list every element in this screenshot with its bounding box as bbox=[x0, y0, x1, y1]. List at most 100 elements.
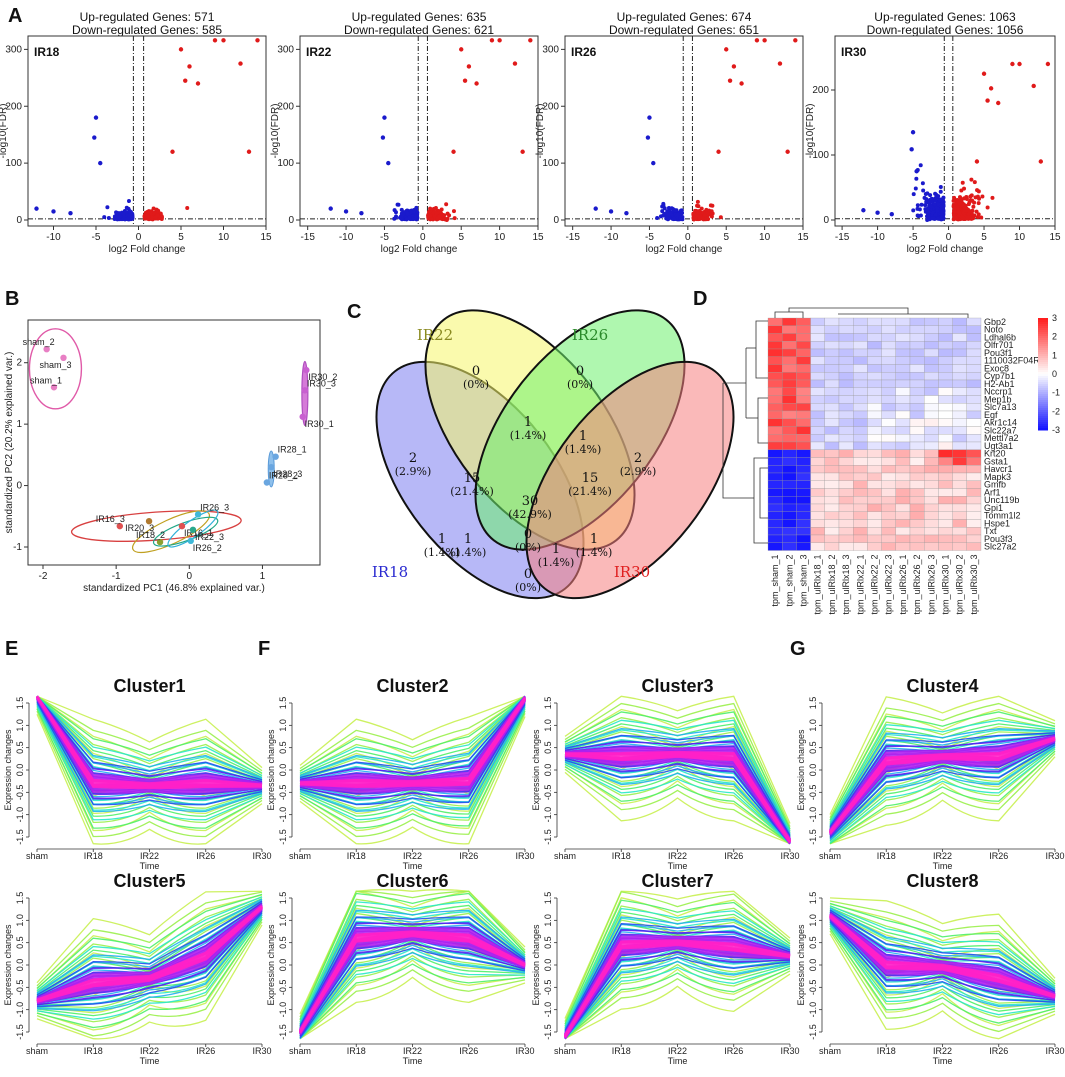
heatmap-cell bbox=[838, 434, 854, 443]
venn-region-percent: (1.4%) bbox=[450, 546, 487, 559]
heatmap-cell bbox=[796, 488, 811, 497]
heatmap-cell bbox=[853, 527, 868, 536]
y-tick-label: 0.0 bbox=[808, 959, 818, 972]
cluster-series-line bbox=[299, 954, 526, 1040]
cluster-series-line bbox=[299, 922, 526, 1029]
heatmap-cell bbox=[966, 356, 982, 365]
x-tick-label: IR18 bbox=[877, 1046, 896, 1056]
heatmap-cell bbox=[767, 348, 783, 357]
heatmap-cell bbox=[782, 434, 797, 443]
cluster-series-line bbox=[299, 696, 526, 784]
down-gene-point bbox=[127, 209, 132, 214]
pca-point-label: IR28_3 bbox=[273, 469, 302, 479]
down-gene-point bbox=[359, 210, 364, 216]
up-gene-point bbox=[704, 216, 709, 221]
heatmap-cell bbox=[810, 534, 825, 543]
color-scale-step bbox=[1038, 320, 1048, 323]
heatmap-cell bbox=[867, 395, 882, 404]
heatmap-cell bbox=[853, 503, 868, 512]
cluster-series-line bbox=[564, 763, 791, 845]
x-tick-label: IR30 bbox=[780, 1046, 799, 1056]
cluster-series-line bbox=[564, 907, 791, 1027]
cluster-series-line bbox=[36, 714, 263, 845]
cluster-series-line bbox=[829, 735, 1056, 831]
x-tick-label: -5 bbox=[909, 232, 918, 243]
up-gene-point bbox=[693, 208, 698, 213]
down-gene-point bbox=[920, 181, 925, 186]
heatmap-cell bbox=[782, 426, 797, 435]
y-tick-label: 0.0 bbox=[15, 764, 25, 777]
color-scale-step bbox=[1038, 336, 1048, 339]
x-tick-label: IR26 bbox=[724, 851, 743, 861]
heatmap-cell bbox=[782, 511, 797, 520]
up-gene-point bbox=[520, 149, 525, 154]
cluster-series-line bbox=[563, 939, 791, 1037]
heatmap-cell bbox=[966, 387, 982, 396]
heatmap-cell bbox=[895, 542, 911, 551]
pca-point-group: IR18_2 bbox=[136, 530, 165, 546]
venn-region-percent: (2.9%) bbox=[395, 465, 432, 478]
heatmap-cell bbox=[838, 496, 854, 505]
color-scale-step bbox=[1038, 414, 1048, 417]
cluster-series-line bbox=[564, 719, 791, 832]
heatmap-cell bbox=[952, 488, 967, 497]
heatmap-cell bbox=[796, 364, 811, 373]
pca-point-label: sham_1 bbox=[30, 375, 62, 385]
cluster-series-line bbox=[829, 753, 1056, 845]
cluster-title: Cluster6 bbox=[376, 871, 448, 891]
y-tick-label: 0.5 bbox=[543, 936, 553, 949]
heatmap-cell bbox=[767, 317, 783, 326]
down-gene-point bbox=[936, 194, 941, 199]
color-scale-step bbox=[1038, 374, 1048, 377]
down-gene-point bbox=[926, 210, 931, 215]
up-gene-point bbox=[969, 177, 974, 182]
down-gene-point bbox=[328, 206, 333, 211]
heatmap-cell bbox=[924, 325, 939, 334]
x-tick-label: -15 bbox=[835, 232, 850, 243]
down-gene-point bbox=[918, 163, 923, 168]
heatmap-cell bbox=[881, 418, 896, 427]
group-ellipse bbox=[132, 510, 211, 554]
heatmap-cell bbox=[895, 457, 911, 466]
venn-set-label: IR18 bbox=[372, 563, 408, 581]
color-scale-step bbox=[1038, 402, 1048, 405]
heatmap-cell bbox=[796, 534, 811, 543]
heatmap-cell bbox=[938, 403, 953, 412]
y-tick-label: 100 bbox=[277, 158, 294, 169]
x-tick-label: IR26 bbox=[196, 1046, 215, 1056]
cluster-series-line bbox=[564, 728, 791, 834]
x-tick-label: 15 bbox=[1049, 232, 1061, 243]
gene-label: Slc22a7 bbox=[984, 425, 1017, 435]
heatmap-cell bbox=[810, 441, 825, 450]
heatmap-cell bbox=[853, 534, 868, 543]
pca-point bbox=[263, 479, 271, 486]
gene-label: Tomm1l2 bbox=[984, 511, 1021, 521]
heatmap-cell bbox=[895, 341, 911, 350]
y-tick-label: 0 bbox=[553, 215, 559, 226]
x-tick-label: -10 bbox=[46, 232, 61, 243]
heatmap-cell bbox=[782, 403, 797, 412]
heatmap-cell bbox=[853, 356, 868, 365]
heatmap-cell bbox=[895, 356, 911, 365]
heatmap-cell bbox=[966, 410, 982, 419]
sample-label: tpm_ulRlx26_1 bbox=[898, 555, 908, 615]
heatmap-cell bbox=[767, 325, 783, 334]
venn-region: 1(1.4%) bbox=[450, 532, 487, 559]
plot-frame bbox=[834, 35, 1056, 227]
up-gene-point bbox=[451, 149, 456, 154]
venn-region-percent: (0%) bbox=[463, 378, 489, 391]
down-gene-point bbox=[393, 210, 398, 215]
heatmap-cell bbox=[853, 434, 868, 443]
heatmap-cell bbox=[767, 434, 783, 443]
down-gene-point bbox=[92, 135, 97, 140]
heatmap-cell bbox=[966, 441, 982, 450]
heatmap-cell bbox=[824, 496, 840, 505]
venn-region-percent: (21.4%) bbox=[450, 485, 494, 498]
heatmap-cell bbox=[895, 325, 911, 334]
up-gene-point bbox=[985, 98, 990, 103]
y-tick-label: -1.0 bbox=[543, 1002, 553, 1018]
heatmap-cell bbox=[767, 441, 783, 450]
y-tick-label: 1.0 bbox=[278, 914, 288, 927]
y-axis-label: -log10(FDR) bbox=[535, 103, 546, 158]
